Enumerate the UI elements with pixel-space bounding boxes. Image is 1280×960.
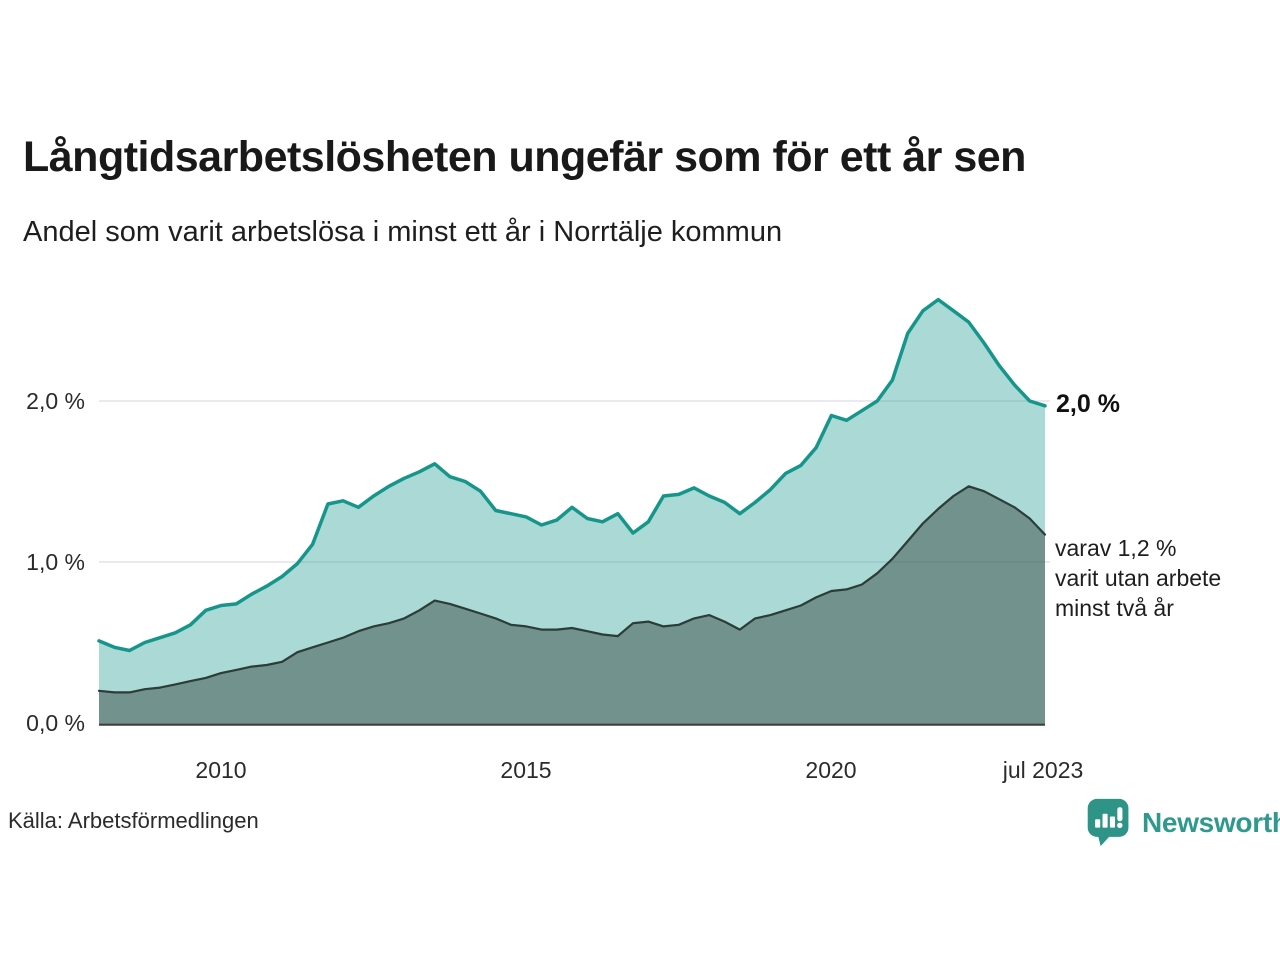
brand-name: Newsworthy xyxy=(1142,807,1280,838)
annotation-line-1: varav 1,2 % xyxy=(1055,535,1177,561)
x-tick-label-2015: 2015 xyxy=(500,757,552,783)
series-total-line xyxy=(97,297,1047,653)
logo-exclamation-dot xyxy=(1117,822,1123,828)
series-total-end-value-label: 2,0 % xyxy=(1056,390,1120,418)
series-two-years-area xyxy=(99,486,1045,723)
source-credit: Källa: Arbetsförmedlingen xyxy=(8,808,259,833)
newsworthy-logo: Newsworthy xyxy=(1086,798,1280,847)
annotation-line-2: varit utan arbete xyxy=(1055,565,1222,591)
x-tick-label-2010: 2010 xyxy=(195,757,247,783)
logo-bar-1 xyxy=(1095,819,1101,828)
x-tick-label-jul-2023: jul 2023 xyxy=(1002,757,1084,783)
chart-subtitle: Andel som varit arbetslösa i minst ett å… xyxy=(23,216,783,248)
x-tick-label-2020: 2020 xyxy=(805,757,857,783)
y-tick-label-1: 1,0 % xyxy=(26,549,85,575)
logo-exclamation-bar xyxy=(1117,807,1123,822)
y-tick-label-2: 2,0 % xyxy=(26,388,85,414)
newsworthy-logo-icon xyxy=(1087,798,1129,847)
logo-bar-3 xyxy=(1109,816,1116,828)
page-title: Långtidsarbetslösheten ungefär som för e… xyxy=(23,133,1026,181)
series-two-years-line xyxy=(97,485,1047,694)
logo-bar-2 xyxy=(1102,813,1108,828)
annotation-line-3: minst två år xyxy=(1055,595,1174,621)
y-tick-label-0: 0,0 % xyxy=(26,710,85,736)
series-two-years-end-annotation: varav 1,2 % varit utan arbete minst två … xyxy=(1055,533,1221,623)
series-total-area xyxy=(99,299,1045,723)
